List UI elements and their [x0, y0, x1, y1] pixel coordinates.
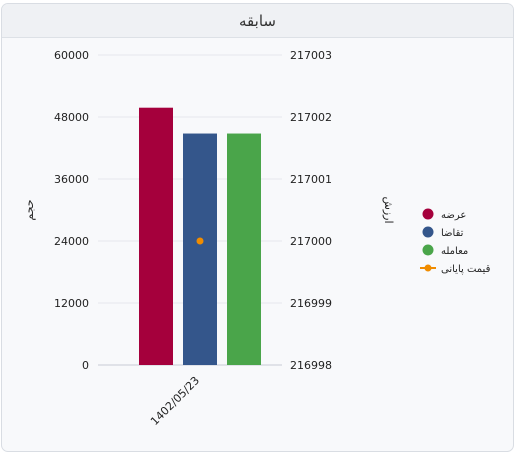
- legend-label[interactable]: قیمت پایانی: [441, 264, 491, 275]
- right-tick-label: 217000: [290, 235, 332, 248]
- left-axis-title: حجم: [23, 199, 36, 220]
- legend-marker: [422, 244, 434, 256]
- right-tick-label: 216998: [290, 359, 332, 372]
- left-tick-label: 0: [82, 359, 89, 372]
- right-tick-label: 217003: [290, 49, 332, 62]
- left-tick-label: 24000: [54, 235, 89, 248]
- left-tick-label: 12000: [54, 297, 89, 310]
- right-axis-title: ارزش: [382, 196, 395, 223]
- chart-legend: عرضه تقاضا معامله قیمت پایانی: [420, 208, 491, 275]
- legend-label[interactable]: تقاضا: [441, 228, 464, 239]
- left-tick-label: 60000: [54, 49, 89, 62]
- right-tick-label: 217002: [290, 111, 332, 124]
- right-tick-label: 216999: [290, 297, 332, 310]
- left-tick-label: 48000: [54, 111, 89, 124]
- legend-marker: [422, 226, 434, 238]
- right-tick-label: 217001: [290, 173, 332, 186]
- left-tick-label: 36000: [54, 173, 89, 186]
- legend-marker: [422, 208, 434, 220]
- legend-marker: [424, 264, 432, 272]
- bar[interactable]: [227, 133, 261, 365]
- panel-title: سابقه: [239, 11, 276, 30]
- bar[interactable]: [183, 133, 217, 365]
- panel-header: سابقه: [2, 4, 513, 38]
- legend-label[interactable]: عرضه: [441, 210, 466, 221]
- closing-price-point[interactable]: [196, 237, 204, 245]
- legend-label[interactable]: معامله: [441, 246, 468, 257]
- x-tick-label: 1402/05/23: [148, 374, 202, 428]
- bar[interactable]: [139, 107, 173, 365]
